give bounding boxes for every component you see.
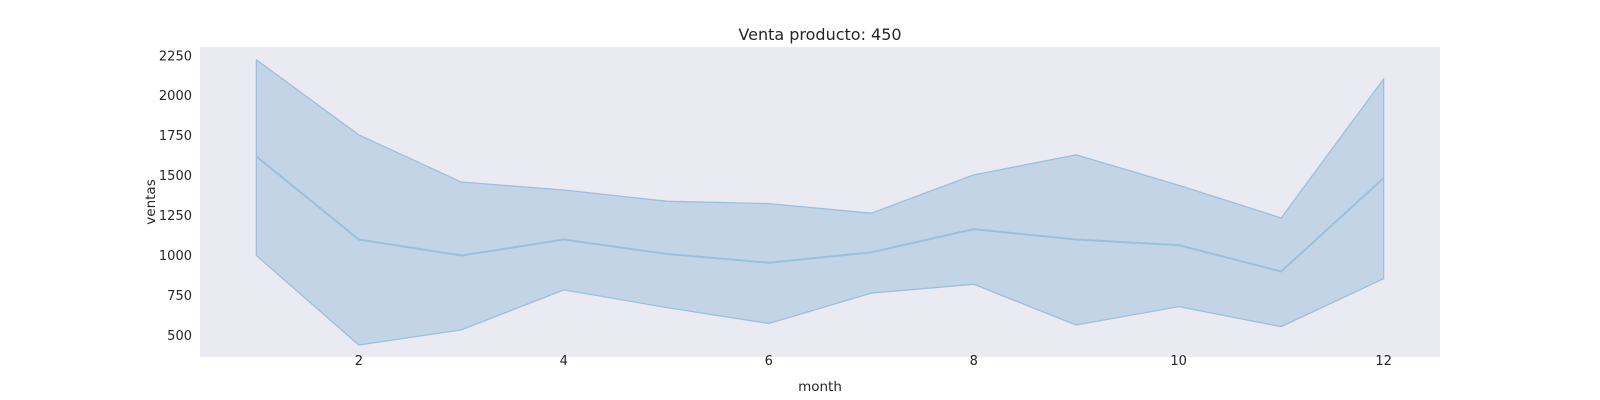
y-axis-label: ventas [143, 179, 159, 224]
x-tick-label: 12 [1375, 354, 1392, 369]
x-tick-label: 4 [560, 354, 568, 369]
x-axis-ticks: 2 4 6 8 10 12 [355, 354, 1392, 369]
y-axis-ticks: 500 750 1000 1250 1500 1750 2000 2250 [159, 49, 192, 344]
x-tick-label: 8 [970, 354, 978, 369]
y-tick-label: 750 [167, 289, 192, 304]
y-tick-label: 2000 [159, 89, 192, 104]
x-axis-label: month [798, 379, 842, 395]
x-tick-label: 2 [355, 354, 363, 369]
series-line-layer [255, 155, 1385, 273]
y-tick-label: 1250 [159, 209, 192, 224]
y-tick-label: 1750 [159, 129, 192, 144]
y-tick-label: 1500 [159, 169, 192, 184]
chart-title: Venta producto: 450 [738, 25, 901, 44]
confidence-band-layer [255, 59, 1385, 346]
y-tick-label: 1000 [159, 249, 192, 264]
x-tick-label: 6 [765, 354, 773, 369]
confidence-band [255, 59, 1385, 346]
x-tick-label: 10 [1170, 354, 1187, 369]
y-tick-label: 2250 [159, 49, 192, 64]
series-line [255, 155, 1385, 273]
y-tick-label: 500 [167, 329, 192, 344]
